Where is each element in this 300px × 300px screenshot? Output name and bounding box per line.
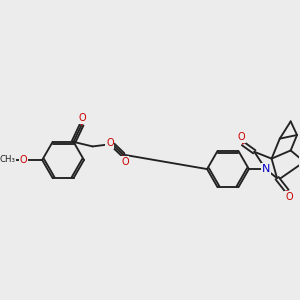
- Text: O: O: [106, 138, 114, 148]
- Text: N: N: [262, 164, 270, 174]
- Text: CH₃: CH₃: [0, 155, 16, 164]
- Text: O: O: [238, 132, 245, 142]
- Text: O: O: [19, 155, 27, 165]
- Text: O: O: [79, 113, 86, 123]
- Text: O: O: [285, 192, 293, 202]
- Text: O: O: [121, 157, 129, 167]
